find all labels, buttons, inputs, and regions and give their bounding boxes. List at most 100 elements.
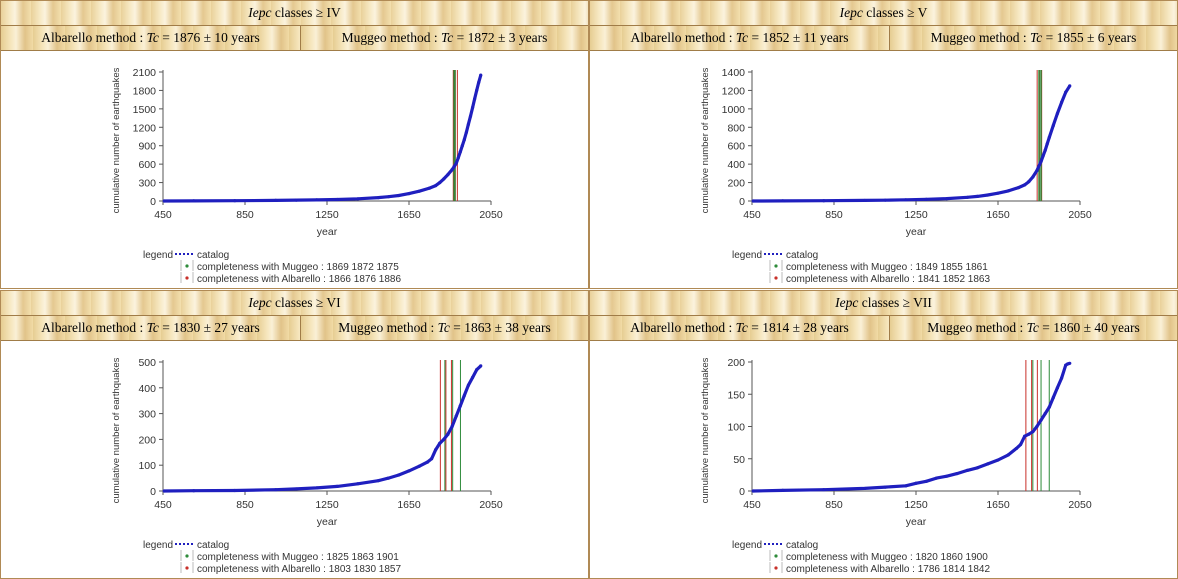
y-tick-label: 0 bbox=[739, 486, 745, 498]
catalog-point bbox=[438, 180, 442, 185]
catalog-point bbox=[162, 199, 166, 203]
muggeo-prefix: Muggeo method : bbox=[341, 30, 441, 45]
panel-title: Iepc classes ≥ V bbox=[590, 1, 1177, 26]
catalog-point bbox=[1031, 175, 1035, 179]
catalog-point bbox=[822, 488, 826, 492]
catalog-point bbox=[438, 441, 442, 445]
x-tick-label: 1650 bbox=[397, 499, 421, 511]
chart-iepc-v: 0 200 400 600 800 1000 1200 1400 450 850 1250 1650 2… bbox=[590, 50, 1177, 288]
catalog-point bbox=[1023, 434, 1027, 438]
legend-albarello-label: completeness with Albarello : 1866 1876 … bbox=[197, 274, 401, 285]
albarello-method-cell: Albarello method : Tc = 1852 ± 11 years bbox=[590, 26, 890, 50]
catalog-point bbox=[386, 195, 391, 199]
legend-muggeo-swatch bbox=[185, 554, 189, 558]
muggeo-prefix: Muggeo method : bbox=[927, 320, 1027, 335]
y-tick-label: 600 bbox=[727, 141, 745, 153]
y-tick-label: 200 bbox=[727, 178, 745, 190]
catalog-series-line bbox=[164, 364, 482, 493]
y-tick-label: 150 bbox=[727, 389, 745, 401]
muggeo-prefix: Muggeo method : bbox=[930, 30, 1030, 45]
catalog-point bbox=[452, 165, 456, 169]
catalog-point bbox=[1031, 430, 1035, 434]
catalog-point bbox=[458, 404, 462, 408]
panel-title-variable: Iepc bbox=[248, 5, 272, 20]
muggeo-tc: Tc bbox=[437, 320, 450, 335]
catalog-point bbox=[479, 73, 483, 77]
legend-albarello-label: completeness with Albarello : 1803 1830 … bbox=[197, 564, 401, 575]
y-tick-label: 1000 bbox=[722, 104, 746, 116]
catalog-point bbox=[1043, 412, 1047, 416]
y-tick-label: 1200 bbox=[722, 85, 746, 97]
legend-title: legend bbox=[732, 540, 762, 551]
y-tick-label: 0 bbox=[150, 196, 156, 208]
catalog-point bbox=[315, 486, 319, 490]
catalog-point bbox=[863, 198, 867, 203]
albarello-prefix: Albarello method : bbox=[630, 320, 736, 335]
catalog-point bbox=[466, 122, 471, 126]
legend-muggeo-label: completeness with Muggeo : 1849 1855 186… bbox=[786, 262, 988, 273]
muggeo-method-cell: Muggeo method : Tc = 1855 ± 6 years bbox=[890, 26, 1177, 50]
chart-svg: 0 100 200 300 400 500 450 850 1250 1650 2050 year cu… bbox=[111, 357, 503, 575]
y-tick-label: 0 bbox=[150, 486, 156, 498]
catalog-point bbox=[192, 199, 196, 203]
catalog-point bbox=[434, 448, 438, 452]
catalog-point bbox=[883, 485, 887, 489]
muggeo-value: = 1855 ± 6 years bbox=[1042, 30, 1137, 45]
catalog-point bbox=[975, 194, 980, 198]
catalog-point bbox=[1055, 111, 1060, 116]
catalog-point bbox=[1037, 164, 1041, 168]
legend-title: legend bbox=[732, 250, 762, 261]
catalog-point bbox=[1035, 168, 1039, 173]
y-tick-label: 1200 bbox=[133, 122, 157, 134]
panel-title: Iepc classes ≥ VII bbox=[590, 291, 1177, 316]
x-tick-label: 1250 bbox=[315, 209, 339, 221]
methods-row: Albarello method : Tc = 1852 ± 11 years … bbox=[590, 26, 1177, 51]
catalog-point bbox=[1059, 100, 1064, 105]
y-axis-label: cumulative number of earthquakes bbox=[700, 67, 711, 213]
chart-svg: 0 200 400 600 800 1000 1200 1400 450 850 1250 1650 2… bbox=[700, 67, 1092, 285]
legend-title: legend bbox=[143, 540, 173, 551]
catalog-point bbox=[945, 474, 949, 478]
muggeo-tc: Tc bbox=[1029, 30, 1043, 45]
x-tick-label: 2050 bbox=[479, 209, 503, 221]
catalog-series-line bbox=[753, 84, 1072, 203]
catalog-point bbox=[446, 432, 450, 436]
y-tick-label: 300 bbox=[138, 409, 156, 421]
catalog-point bbox=[883, 198, 887, 202]
albarello-method-cell: Albarello method : Tc = 1830 ± 27 years bbox=[1, 316, 301, 340]
legend-muggeo-label: completeness with Muggeo : 1825 1863 190… bbox=[197, 552, 399, 563]
albarello-tc: Tc bbox=[735, 30, 749, 45]
legend-muggeo-swatch bbox=[774, 264, 778, 268]
x-axis-label: year bbox=[317, 516, 338, 528]
legend-albarello-swatch bbox=[185, 276, 189, 280]
panel-title-variable: Iepc bbox=[835, 295, 859, 310]
catalog-point bbox=[1039, 418, 1043, 422]
catalog-point bbox=[425, 460, 430, 464]
catalog-point bbox=[464, 130, 468, 134]
legend-albarello-swatch bbox=[185, 566, 189, 570]
x-tick-label: 1250 bbox=[904, 209, 928, 221]
legend-catalog-label: catalog bbox=[197, 540, 229, 551]
catalog-point bbox=[1016, 186, 1021, 190]
catalog-point bbox=[1041, 154, 1045, 158]
chart-iepc-iv: 0 300 600 900 1200 1500 1800 2100 450 850 1250 1650… bbox=[1, 50, 588, 288]
catalog-point bbox=[1027, 180, 1031, 184]
catalog-point bbox=[356, 482, 360, 486]
catalog-point bbox=[924, 197, 928, 201]
legend-albarello-label: completeness with Albarello : 1786 1814 … bbox=[786, 564, 990, 575]
catalog-point bbox=[294, 487, 298, 491]
y-tick-label: 100 bbox=[727, 422, 745, 434]
catalog-point bbox=[996, 191, 1000, 195]
legend-catalog-label: catalog bbox=[197, 250, 229, 261]
y-tick-label: 50 bbox=[733, 454, 745, 466]
catalog-point bbox=[407, 192, 411, 196]
catalog-point bbox=[1035, 424, 1039, 429]
y-axis-label: cumulative number of earthquakes bbox=[111, 357, 122, 503]
x-tick-label: 850 bbox=[825, 209, 843, 221]
muggeo-tc: Tc bbox=[1026, 320, 1039, 335]
muggeo-value: = 1872 ± 3 years bbox=[453, 30, 548, 45]
catalog-point bbox=[1068, 361, 1072, 365]
legend-catalog-label: catalog bbox=[786, 250, 818, 261]
panel-title-text: classes ≥ VI bbox=[271, 295, 341, 310]
y-tick-label: 0 bbox=[739, 196, 745, 208]
